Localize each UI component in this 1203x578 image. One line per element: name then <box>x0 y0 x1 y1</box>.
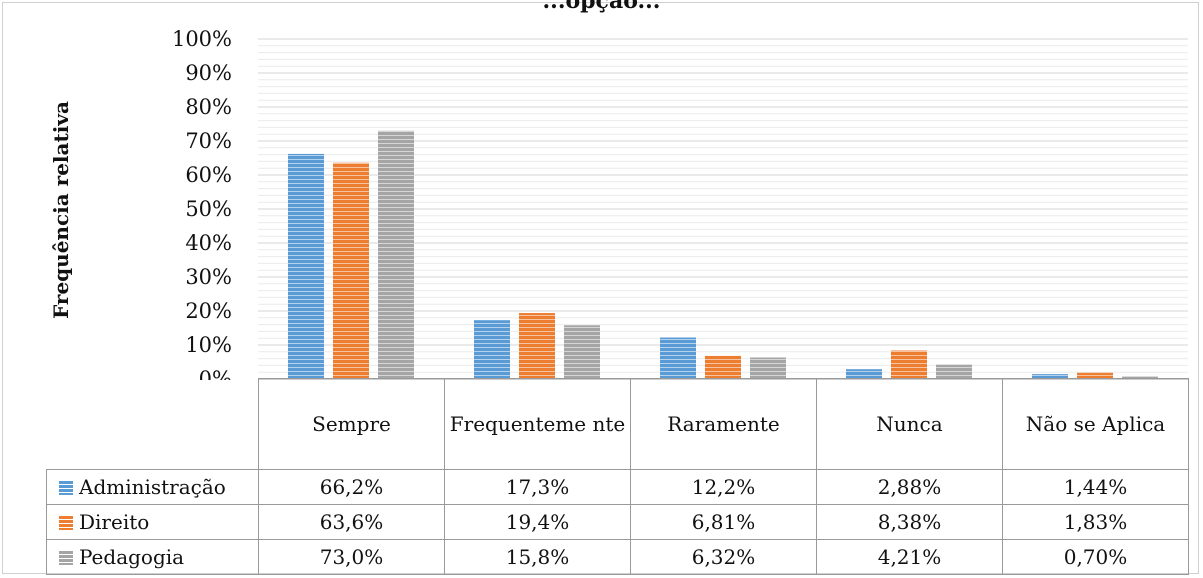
data-label: 2,88% <box>816 469 1003 505</box>
data-label: 73,0% <box>258 539 445 575</box>
bar-direito-2 <box>705 355 741 379</box>
data-label: 1,83% <box>1002 504 1189 540</box>
legend-entry: Pedagogia <box>46 539 259 575</box>
series-name: Administração <box>79 475 226 499</box>
bar-pedagogia-1 <box>564 325 600 379</box>
y-tick-label: 90% <box>185 61 232 85</box>
data-label: 66,2% <box>258 469 445 505</box>
y-tick-label: 100% <box>172 27 232 51</box>
bar-administracao-4 <box>1032 374 1068 379</box>
bar-direito-4 <box>1077 372 1113 379</box>
bar-administracao-2 <box>660 337 696 379</box>
bar-pedagogia-3 <box>936 364 972 379</box>
bar-administracao-3 <box>846 369 882 379</box>
category-label: Não se Aplica <box>1002 378 1189 470</box>
bar-pedagogia-4 <box>1122 376 1158 379</box>
y-tick-label: 20% <box>185 299 232 323</box>
data-label: 15,8% <box>444 539 631 575</box>
bars <box>288 130 1158 379</box>
legend-entry: Direito <box>46 504 259 540</box>
y-tick-label: 60% <box>185 163 232 187</box>
category-label: Sempre <box>258 378 445 470</box>
series-row-pedagogia: Pedagogia 73,0% 15,8% 6,32% 4,21% 0,70% <box>46 539 1189 575</box>
legend-swatch-gray <box>59 551 73 565</box>
data-label: 1,44% <box>1002 469 1189 505</box>
series-row-administracao: Administração 66,2% 17,3% 12,2% 2,88% 1,… <box>46 469 1189 505</box>
y-tick-label: 10% <box>185 333 232 357</box>
data-table: Sempre Frequenteme nte Raramente Nunca N… <box>46 378 1189 575</box>
bar-chart: 0% 10% 20% 30% 40% 50% 60% 70% 80% 90% 100% Frequê… <box>49 27 1188 380</box>
data-label: 4,21% <box>816 539 1003 575</box>
y-tick-label: 40% <box>185 231 232 255</box>
bar-pedagogia-0 <box>378 130 414 379</box>
category-label: Raramente <box>630 378 817 470</box>
bar-direito-1 <box>519 313 555 379</box>
data-label: 8,38% <box>816 504 1003 540</box>
series-name: Pedagogia <box>79 545 185 569</box>
legend-swatch-blue <box>59 481 73 495</box>
y-axis-label: Frequência relativa <box>49 101 73 319</box>
y-tick-label: 80% <box>185 95 232 119</box>
chart-title: ...opção... <box>542 0 661 14</box>
data-label: 0,70% <box>1002 539 1189 575</box>
series-name: Direito <box>79 510 150 534</box>
legend-entry: Administração <box>46 469 259 505</box>
bar-administracao-1 <box>474 320 510 379</box>
legend-swatch-orange <box>59 516 73 530</box>
category-header-row: Sempre Frequenteme nte Raramente Nunca N… <box>46 378 1189 470</box>
data-label: 12,2% <box>630 469 817 505</box>
y-axis-ticks: 0% 10% 20% 30% 40% 50% 60% 70% 80% 90% 100% <box>172 27 232 380</box>
bar-direito-0 <box>333 162 369 379</box>
y-tick-label: 30% <box>185 265 232 289</box>
y-tick-label: 70% <box>185 129 232 153</box>
y-tick-label: 50% <box>185 197 232 221</box>
category-label: Frequenteme nte <box>444 378 631 470</box>
data-label: 6,81% <box>630 504 817 540</box>
bar-administracao-0 <box>288 153 324 379</box>
data-label: 63,6% <box>258 504 445 540</box>
data-label: 19,4% <box>444 504 631 540</box>
data-label: 17,3% <box>444 469 631 505</box>
table-corner <box>46 378 259 470</box>
bar-direito-3 <box>891 350 927 379</box>
data-label: 6,32% <box>630 539 817 575</box>
category-label: Nunca <box>816 378 1003 470</box>
series-row-direito: Direito 63,6% 19,4% 6,81% 8,38% 1,83% <box>46 504 1189 540</box>
y-tick-label: 0% <box>199 367 232 380</box>
bar-pedagogia-2 <box>750 357 786 379</box>
